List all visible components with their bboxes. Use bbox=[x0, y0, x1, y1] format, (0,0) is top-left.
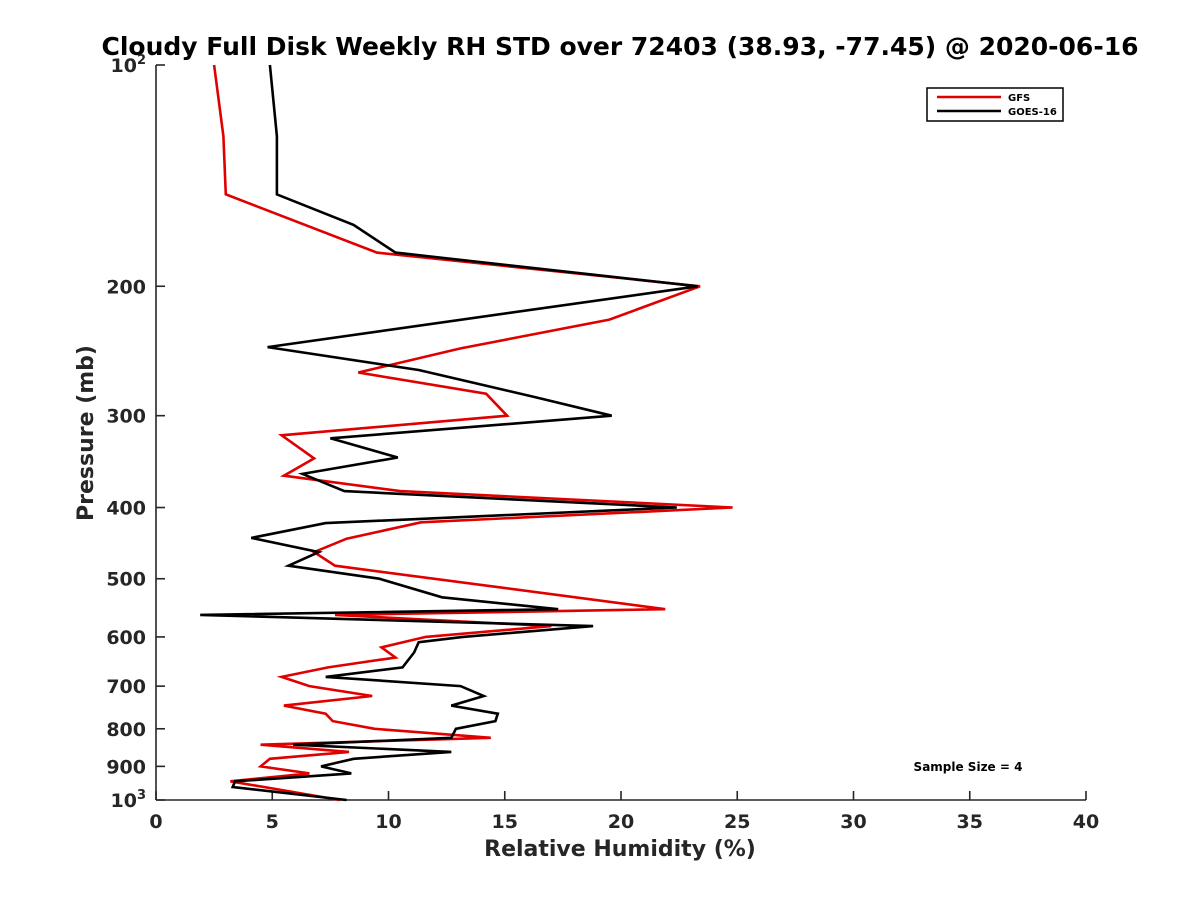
y-tick-label: 200 bbox=[106, 276, 146, 298]
y-tick-label: 400 bbox=[106, 498, 146, 520]
x-tick-label: 35 bbox=[957, 811, 983, 833]
legend-box bbox=[926, 87, 1064, 122]
series-line-goes16 bbox=[200, 64, 698, 802]
x-axis-label: Relative Humidity (%) bbox=[484, 837, 756, 862]
x-tick-label: 40 bbox=[1073, 811, 1099, 833]
x-tick-label: 30 bbox=[840, 811, 866, 833]
x-tick-label: 20 bbox=[608, 811, 634, 833]
series-line-gfs bbox=[212, 64, 733, 802]
y-axis-label: Pressure (mb) bbox=[74, 345, 99, 521]
plot-axes bbox=[155, 65, 1086, 801]
x-tick-label: 15 bbox=[492, 811, 518, 833]
x-axis-ticks: 0 5 10 15 20 25 30 35 40 bbox=[149, 791, 1099, 833]
y-tick-label: 900 bbox=[106, 756, 146, 778]
legend: GFS GOES-16 bbox=[926, 87, 1064, 122]
sample-size-annotation: Sample Size = 4 bbox=[914, 760, 1023, 774]
legend-label-goes16: GOES-16 bbox=[1008, 107, 1057, 118]
y-tick-label: 500 bbox=[106, 569, 146, 591]
y-tick-label: 103 bbox=[111, 788, 147, 812]
legend-label-gfs: GFS bbox=[1008, 93, 1030, 104]
chart-title: Cloudy Full Disk Weekly RH STD over 7240… bbox=[101, 32, 1138, 61]
y-tick-label: 102 bbox=[111, 53, 147, 77]
series-layer bbox=[200, 64, 733, 802]
y-axis-ticks: 102 200 300 400 500 600 700 800 900 103 bbox=[106, 53, 165, 812]
y-tick-label: 600 bbox=[106, 627, 146, 649]
y-tick-label: 300 bbox=[106, 406, 146, 428]
y-tick-label: 800 bbox=[106, 719, 146, 741]
x-tick-label: 10 bbox=[375, 811, 401, 833]
x-tick-label: 25 bbox=[724, 811, 750, 833]
y-tick-label: 700 bbox=[106, 676, 146, 698]
x-tick-label: 0 bbox=[149, 811, 162, 833]
x-tick-label: 5 bbox=[266, 811, 279, 833]
